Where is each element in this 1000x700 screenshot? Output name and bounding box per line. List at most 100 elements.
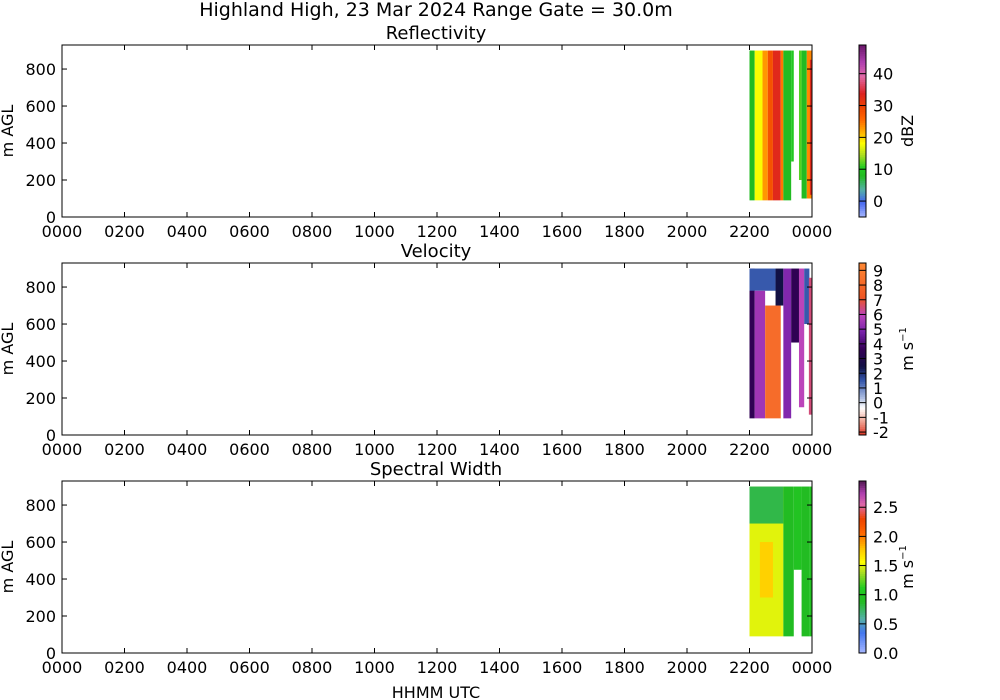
colorbar-segment [859,68,866,72]
colorbar-segment [859,618,866,622]
colorbar-tick-label: 0.5 [873,615,898,634]
colorbar-segment [859,107,866,110]
colorbar-segment [859,536,866,540]
colorbar-segment [859,208,866,212]
colorbar-segment [859,398,866,402]
colorbar-segment [859,77,866,80]
x-tick-label: 1200 [417,658,458,677]
x-tick-label: 1400 [479,222,520,241]
colorbar-segment [859,158,866,162]
colorbar-segment [859,620,866,624]
colorbar-segment [859,152,866,156]
colorbar-segment [859,161,866,164]
colorbar-tick-label: 5 [873,320,883,339]
colorbar-segment [859,500,866,503]
colorbar-tick-label: 1.5 [873,557,898,576]
colorbar-segment [859,51,866,55]
colorbar-segment [859,139,866,143]
colorbar-segment [859,336,866,339]
data-band [809,486,812,637]
colorbar-segment [859,411,866,414]
x-tick-label: 1000 [354,658,395,677]
heatmap-data [749,50,812,201]
colorbar-segment [859,100,866,104]
x-tick-label: 2000 [667,222,708,241]
y-tick-label: 200 [25,389,56,408]
colorbar-segment [859,387,866,391]
panel-title: Velocity [401,241,472,262]
colorbar-tick-label: 10 [873,160,893,179]
colorbar-segment [859,83,866,87]
colorbar-segment [859,517,866,521]
colorbar-segment [859,344,866,348]
colorbar-segment [859,603,866,607]
colorbar-tick-label: 3 [873,350,883,369]
x-tick-label: 1400 [479,440,520,459]
colorbar-segment [859,321,866,324]
colorbar-segment [859,81,866,85]
colorbar-tick-label: 7 [873,291,883,310]
data-band [804,268,810,325]
x-tick-label: 1200 [417,440,458,459]
x-tick-label: 0000 [792,222,833,241]
colorbar-segment [859,511,866,514]
x-tick-label: 1000 [354,222,395,241]
colorbar-segment [859,502,866,506]
y-tick-label: 800 [25,496,56,515]
colorbar-segment [859,171,866,175]
colorbar-segment [859,506,866,510]
colorbar-frame [858,44,867,218]
data-band [809,59,812,195]
colorbar-segment [859,195,866,199]
colorbar-segment [859,575,866,579]
colorbar-tick-label: 0 [873,394,883,413]
colorbar-segment [859,115,866,119]
x-tick-label: 0000 [42,658,83,677]
colorbar-segment [859,349,866,352]
colorbar-segment [859,184,866,188]
data-band [798,268,805,408]
colorbar-segment [859,366,866,369]
colorbar-segment [859,122,866,126]
colorbar-segment [859,126,866,130]
x-tick-label: 0600 [229,658,270,677]
colorbar-segment [859,88,866,91]
colorbar-segment [859,113,866,117]
colorbar-segment [859,103,866,106]
colorbar-segment [859,640,866,643]
data-band [762,50,768,201]
colorbar-segment [859,545,866,549]
colorbar-segment [859,407,866,410]
colorbar-segment [859,275,866,279]
colorbar-segment [859,331,866,335]
colorbar-segment [859,650,866,654]
colorbar-segment [859,419,866,423]
colorbar-segment [859,489,866,493]
colorbar-segment [859,601,866,605]
x-tick-label: 0000 [792,658,833,677]
colorbar-segment [859,323,866,326]
colorbar-segment [859,389,866,393]
y-tick-label: 0 [46,426,56,445]
colorbar-segment [859,133,866,136]
data-band [806,50,812,199]
colorbar-segment [859,392,866,395]
colorbar-segment [859,417,866,421]
colorbar-segment [859,182,866,186]
colorbar-segment [859,631,866,635]
data-band [749,50,755,201]
colorbar-segment [859,310,866,313]
colorbar-segment [859,493,866,497]
y-tick-label: 0 [46,208,56,227]
data-band [801,486,810,637]
colorbar-tick-label: 6 [873,305,883,324]
colorbar-segment [859,586,866,589]
colorbar-segment [859,513,866,516]
colorbar-tick-label: 8 [873,276,883,295]
x-tick-label: 2200 [729,658,770,677]
colorbar-segment [859,573,866,577]
data-band [765,305,781,419]
colorbar-segment [859,163,866,166]
